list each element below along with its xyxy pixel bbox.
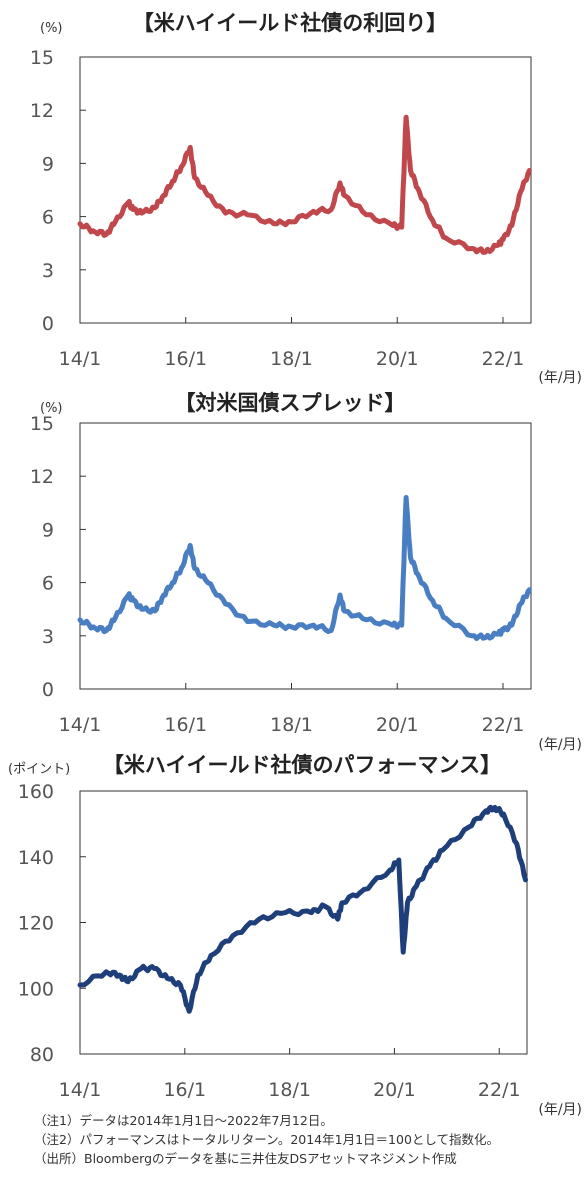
footnote-source: （出所）Bloombergのデータを基に三井住友DSアセットマネジメント作成 [34,1151,457,1166]
chart-performance-y-tick-label: 100 [18,978,54,1000]
chart-performance-y-tick-label: 140 [18,847,54,869]
chart-spread-y-unit: (%) [40,401,63,416]
chart-spread-plot-area [79,422,532,690]
chart-yield-y-unit: (%) [40,21,63,36]
chart-yield-x-unit: (年/月) [538,370,582,386]
chart-performance-x-tick-label: 14/1 [59,1079,102,1101]
chart-yield-y-axis: 0 3 6 9 12 15 [30,47,86,335]
chart-spread-x-tick-label: 22/1 [482,714,525,736]
chart-yield-x-tick-label: 16/1 [164,348,207,370]
chart-spread-series-line [77,495,532,642]
chart-performance-x-tick-label: 18/1 [268,1079,311,1101]
chart-spread: 【対米国債スプレッド】 (%) 0 3 6 9 12 15 14/1 16/1 18/1 20/… [30,391,582,753]
chart-spread-x-tick-label: 14/1 [59,714,102,736]
chart-performance: 【米ハイイールド社債のパフォーマンス】 (ポイント) 80 100 120 140 16… [8,753,582,1118]
chart-spread-y-tick-label: 15 [30,413,54,435]
chart-spread-y-tick-label: 12 [30,466,54,488]
chart-yield-y-tick-label: 0 [42,313,54,335]
footnotes: （注1）データは2014年1月1日～2022年7月12日。 （注2）パフォーマン… [34,1113,499,1166]
footnote-1: （注1）データは2014年1月1日～2022年7月12日。 [34,1113,333,1128]
chart-performance-x-axis: 14/1 16/1 18/1 20/1 22/1 [59,1048,521,1101]
chart-performance-x-unit: (年/月) [538,1102,582,1118]
chart-performance-x-tick-label: 22/1 [478,1079,521,1101]
chart-performance-y-tick-label: 80 [30,1044,54,1066]
chart-performance-y-tick-label: 160 [18,781,54,803]
chart-yield-x-tick-label: 18/1 [270,348,313,370]
chart-yield-x-axis: 14/1 16/1 18/1 20/1 22/1 [59,317,525,370]
chart-spread-y-tick-label: 6 [42,573,54,595]
chart-spread-y-axis: 0 3 6 9 12 15 [30,413,86,701]
chart-yield-y-tick-label: 12 [30,100,54,122]
chart-spread-x-tick-label: 20/1 [376,714,419,736]
chart-performance-x-tick-label: 20/1 [373,1079,416,1101]
chart-spread-x-axis: 14/1 16/1 18/1 20/1 22/1 [59,683,525,736]
chart-performance-y-unit: (ポイント) [8,762,70,777]
chart-spread-y-tick-label: 9 [42,519,54,541]
chart-yield-y-tick-label: 15 [30,47,54,69]
chart-spread-y-tick-label: 0 [42,679,54,701]
chart-yield-x-tick-label: 22/1 [482,348,525,370]
chart-yield-x-tick-label: 20/1 [376,348,419,370]
chart-yield: 【米ハイイールド社債の利回り】 (%) 0 3 6 9 12 15 14/1 16/1 18/… [30,11,582,386]
chart-performance-series-line [77,804,528,1014]
chart-spread-y-tick-label: 3 [42,626,54,648]
chart-performance-title: 【米ハイイールド社債のパフォーマンス】 [103,753,501,777]
chart-yield-plot-area [79,56,532,324]
chart-yield-y-tick-label: 6 [42,207,54,229]
chart-spread-x-tick-label: 16/1 [164,714,207,736]
chart-performance-plot-area [79,790,528,1055]
chart-yield-series-line [77,114,532,255]
chart-yield-title: 【米ハイイールド社債の利回り】 [133,11,448,35]
chart-yield-y-tick-label: 9 [42,153,54,175]
chart-performance-y-tick-label: 120 [18,913,54,935]
chart-yield-x-tick-label: 14/1 [59,348,102,370]
chart-spread-title: 【対米国債スプレッド】 [175,391,406,415]
chart-yield-y-tick-label: 3 [42,260,54,282]
chart-spread-x-unit: (年/月) [538,737,582,753]
footnote-2: （注2）パフォーマンスはトータルリターン。2014年1月1日＝100として指数化… [34,1132,499,1147]
chart-spread-x-tick-label: 18/1 [270,714,313,736]
chart-performance-x-tick-label: 16/1 [163,1079,206,1101]
chart-performance-y-axis: 80 100 120 140 160 [18,781,86,1066]
